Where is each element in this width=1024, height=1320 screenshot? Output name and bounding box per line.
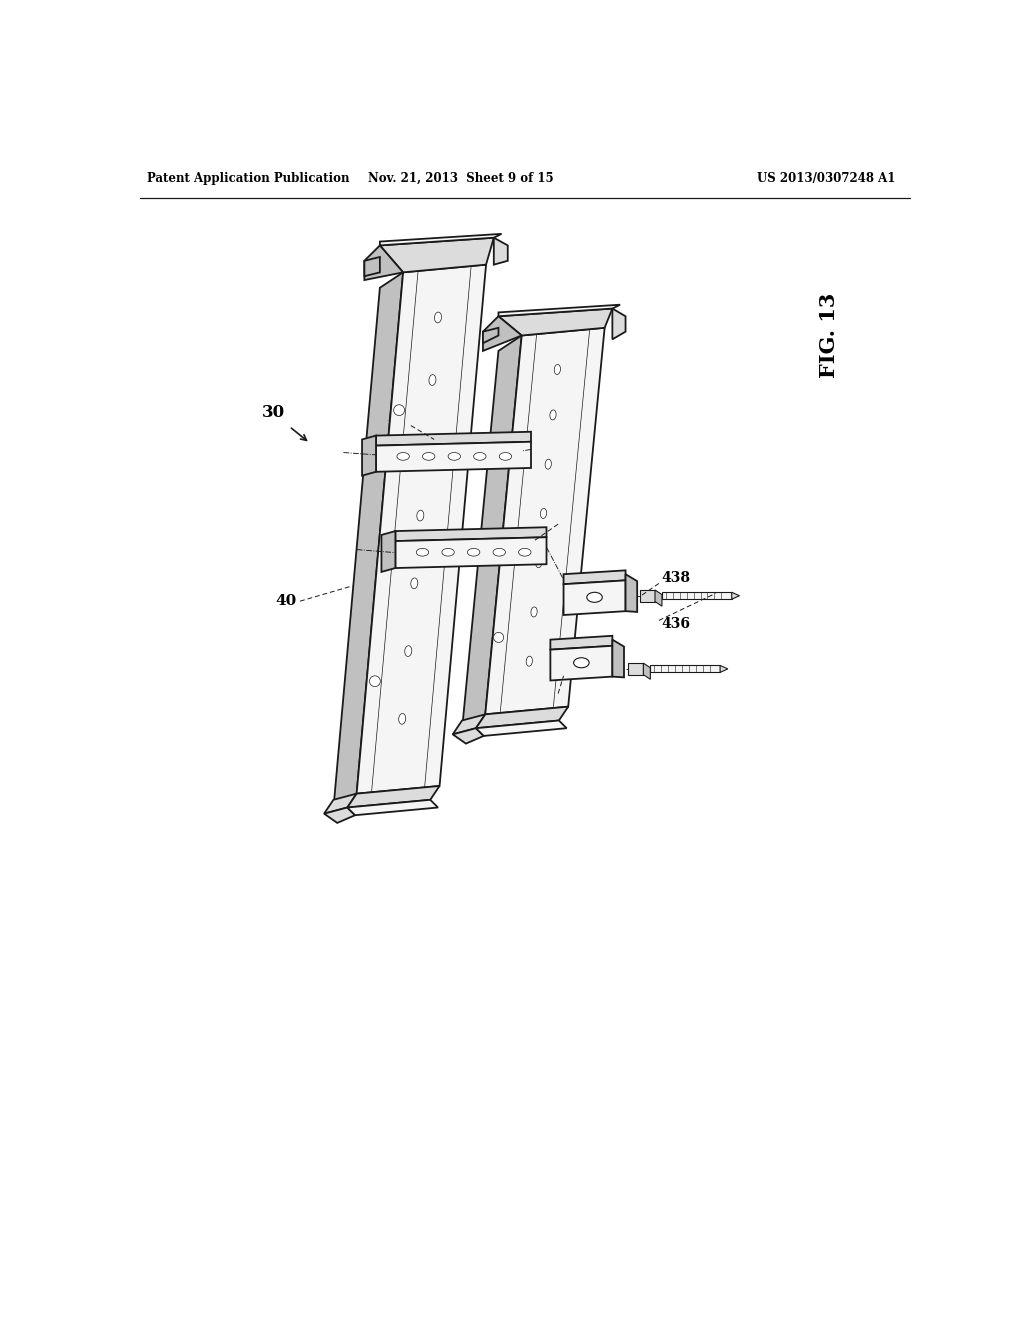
Polygon shape [334, 272, 403, 809]
Polygon shape [381, 531, 395, 572]
Polygon shape [365, 246, 403, 280]
Circle shape [503, 533, 513, 544]
Ellipse shape [550, 411, 556, 420]
Ellipse shape [518, 548, 531, 556]
Polygon shape [612, 309, 626, 339]
Ellipse shape [397, 453, 410, 461]
Text: Patent Application Publication: Patent Application Publication [147, 173, 350, 185]
Polygon shape [324, 793, 356, 813]
Ellipse shape [467, 548, 480, 556]
Text: 438: 438 [662, 572, 690, 585]
Polygon shape [483, 327, 499, 343]
Ellipse shape [545, 459, 551, 469]
Ellipse shape [429, 375, 436, 385]
Polygon shape [334, 785, 439, 809]
Polygon shape [380, 238, 494, 272]
Polygon shape [626, 574, 637, 612]
Polygon shape [612, 640, 624, 677]
Ellipse shape [526, 656, 532, 667]
Polygon shape [720, 665, 728, 672]
Ellipse shape [417, 510, 424, 521]
Polygon shape [550, 645, 612, 681]
Polygon shape [643, 663, 650, 680]
Polygon shape [356, 264, 486, 793]
Circle shape [513, 436, 522, 445]
Polygon shape [650, 665, 720, 672]
Polygon shape [550, 636, 612, 649]
Ellipse shape [411, 578, 418, 589]
Circle shape [370, 676, 380, 686]
Polygon shape [563, 570, 626, 585]
Text: 438: 438 [540, 692, 568, 706]
Polygon shape [453, 714, 485, 734]
Ellipse shape [434, 312, 441, 323]
Circle shape [393, 405, 404, 416]
Ellipse shape [398, 714, 406, 725]
Ellipse shape [587, 593, 602, 602]
Polygon shape [376, 442, 531, 471]
Polygon shape [662, 593, 732, 599]
Polygon shape [347, 785, 439, 808]
Polygon shape [494, 238, 508, 264]
Polygon shape [462, 335, 521, 730]
Polygon shape [462, 706, 568, 730]
Circle shape [494, 632, 504, 643]
Text: 40: 40 [275, 594, 297, 609]
Ellipse shape [442, 548, 455, 556]
Text: Nov. 21, 2013  Sheet 9 of 15: Nov. 21, 2013 Sheet 9 of 15 [369, 173, 554, 185]
Ellipse shape [474, 453, 486, 461]
Polygon shape [476, 721, 566, 737]
Polygon shape [476, 706, 568, 729]
Polygon shape [499, 309, 612, 335]
Text: 436: 436 [662, 618, 690, 631]
Polygon shape [655, 590, 662, 606]
Circle shape [382, 540, 392, 550]
Polygon shape [347, 800, 438, 816]
Polygon shape [485, 327, 604, 714]
Polygon shape [628, 663, 643, 675]
Polygon shape [640, 590, 655, 602]
Ellipse shape [449, 453, 461, 461]
Text: 30: 30 [262, 404, 286, 421]
Polygon shape [395, 537, 547, 568]
Ellipse shape [530, 607, 538, 616]
Polygon shape [324, 808, 355, 822]
Ellipse shape [423, 453, 435, 461]
Polygon shape [365, 257, 380, 276]
Ellipse shape [536, 557, 542, 568]
Polygon shape [453, 729, 483, 743]
Text: FIG. 13: FIG. 13 [819, 293, 840, 379]
Polygon shape [395, 527, 547, 541]
Ellipse shape [493, 548, 506, 556]
Text: US 2013/0307248 A1: US 2013/0307248 A1 [757, 173, 895, 185]
Polygon shape [376, 432, 531, 446]
Polygon shape [362, 436, 376, 475]
Text: 45: 45 [560, 512, 582, 525]
Ellipse shape [417, 548, 429, 556]
Ellipse shape [573, 657, 589, 668]
Polygon shape [380, 234, 502, 246]
Polygon shape [483, 317, 521, 351]
Ellipse shape [404, 645, 412, 656]
Ellipse shape [554, 364, 560, 375]
Text: 45: 45 [387, 413, 409, 428]
Ellipse shape [500, 453, 512, 461]
Ellipse shape [541, 508, 547, 519]
Polygon shape [732, 593, 739, 599]
Polygon shape [563, 581, 626, 615]
Polygon shape [499, 305, 621, 317]
Ellipse shape [423, 442, 430, 453]
